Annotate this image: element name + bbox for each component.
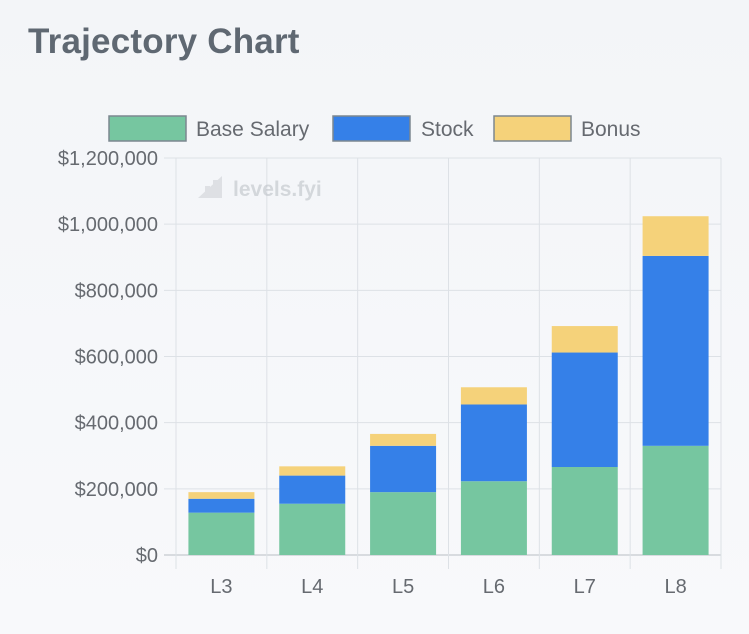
y-tick-label: $1,000,000 xyxy=(58,214,158,236)
x-tick-label: L5 xyxy=(392,576,414,598)
x-tick-label: L3 xyxy=(210,576,232,598)
bar-bonus-l3[interactable] xyxy=(188,492,255,499)
bar-stock-l5[interactable] xyxy=(370,445,437,493)
bar-base-salary-l4[interactable] xyxy=(279,503,346,555)
legend-swatch xyxy=(332,115,411,142)
levels-logo-icon xyxy=(198,176,222,198)
bar-base-salary-l5[interactable] xyxy=(370,492,437,555)
bar-stock-l7[interactable] xyxy=(551,352,618,467)
page-title: Trajectory Chart xyxy=(28,22,300,61)
bar-bonus-l6[interactable] xyxy=(460,387,527,405)
axis-layer: $0 $200,000 $400,000 $600,000 $800,000 $1,000… xyxy=(58,148,687,598)
y-tick-label: $1,200,000 xyxy=(58,148,158,170)
bar-base-salary-l6[interactable] xyxy=(460,481,527,555)
y-tick-label: $600,000 xyxy=(75,347,158,369)
legend-label: Stock xyxy=(421,118,474,141)
y-tick-label: $0 xyxy=(136,545,158,567)
watermark: levels.fyi xyxy=(198,176,322,201)
bar-bonus-l8[interactable] xyxy=(642,216,709,256)
bar-stock-l8[interactable] xyxy=(642,255,709,446)
legend-swatch xyxy=(108,115,187,142)
legend-label: Base Salary xyxy=(196,118,310,141)
bar-base-salary-l3[interactable] xyxy=(188,512,255,555)
bar-base-salary-l8[interactable] xyxy=(642,445,709,555)
bar-base-salary-l7[interactable] xyxy=(551,466,618,555)
legend-label: Bonus xyxy=(581,118,641,141)
bar-bonus-l7[interactable] xyxy=(551,326,618,353)
y-tick-label: $200,000 xyxy=(75,479,158,501)
legend[interactable]: Base Salary Stock Bonus xyxy=(108,115,641,142)
bar-bonus-l5[interactable] xyxy=(370,433,437,446)
x-tick-label: L4 xyxy=(301,576,323,598)
bar-stock-l4[interactable] xyxy=(279,475,346,504)
legend-item-stock[interactable]: Stock xyxy=(332,115,474,142)
y-tick-label: $800,000 xyxy=(75,280,158,302)
bar-stock-l6[interactable] xyxy=(460,404,527,482)
watermark-text: levels.fyi xyxy=(233,178,322,201)
grid-layer xyxy=(164,157,722,569)
bar-bonus-l4[interactable] xyxy=(279,466,346,476)
x-tick-label: L8 xyxy=(664,576,686,598)
bars-layer xyxy=(188,216,709,555)
y-tick-label: $400,000 xyxy=(75,413,158,435)
bar-stock-l3[interactable] xyxy=(188,498,255,513)
x-tick-label: L6 xyxy=(483,576,505,598)
x-tick-label: L7 xyxy=(574,576,596,598)
legend-item-bonus[interactable]: Bonus xyxy=(493,115,641,142)
legend-swatch xyxy=(493,115,572,142)
legend-item-base-salary[interactable]: Base Salary xyxy=(108,115,310,142)
